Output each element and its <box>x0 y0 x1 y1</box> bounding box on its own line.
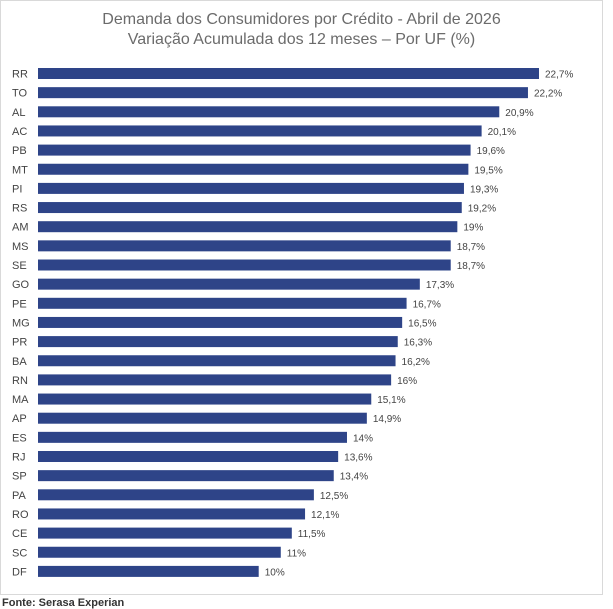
bar-es <box>38 431 347 443</box>
bar-ms <box>38 240 451 252</box>
chart-title-block: Demanda dos Consumidores por Crédito - A… <box>0 10 603 50</box>
bar-am <box>38 221 458 233</box>
bar-go <box>38 278 420 290</box>
data-label-rj: 13,6% <box>344 453 372 464</box>
bar-ce <box>38 527 292 539</box>
data-label-ba: 16,2% <box>402 357 430 368</box>
category-label-ms: MS <box>12 241 29 253</box>
category-label-pa: PA <box>12 490 27 502</box>
category-label-ba: BA <box>12 356 27 368</box>
bar-rn <box>38 374 392 386</box>
bar-mt <box>38 163 469 175</box>
category-label-mt: MT <box>12 164 28 176</box>
bar-rr <box>38 68 539 79</box>
data-label-pr: 16,3% <box>404 338 432 349</box>
category-label-pr: PR <box>12 337 27 349</box>
category-label-ma: MA <box>12 394 29 406</box>
category-label-pb: PB <box>12 145 27 157</box>
chart-subtitle: Variação Acumulada dos 12 meses – Por UF… <box>127 31 476 48</box>
category-label-al: AL <box>12 107 25 119</box>
data-label-sc: 11% <box>287 548 306 559</box>
bar-rj <box>38 451 339 462</box>
chart-title: Demanda dos Consumidores por Crédito - A… <box>102 11 501 28</box>
category-label-sc: SC <box>12 547 27 559</box>
category-label-go: GO <box>12 279 30 291</box>
bar-pe <box>38 297 407 309</box>
bar-pr <box>38 336 398 348</box>
data-label-go: 17,3% <box>426 280 454 291</box>
bar-sc <box>38 546 281 558</box>
category-label-am: AM <box>12 222 29 234</box>
data-label-am: 19% <box>463 223 483 234</box>
data-label-to: 22,2% <box>534 89 562 100</box>
bar-df <box>38 565 259 577</box>
category-label-es: ES <box>12 432 27 444</box>
bar-ma <box>38 393 372 405</box>
bar-pi <box>38 182 464 194</box>
category-label-df: DF <box>12 566 27 578</box>
chart-frame <box>0 0 603 595</box>
bar-to <box>38 87 528 99</box>
data-label-ms: 18,7% <box>457 242 485 253</box>
data-label-ro: 12,1% <box>311 510 339 521</box>
data-label-ce: 11,5% <box>298 529 326 540</box>
data-label-pa: 12,5% <box>320 491 348 502</box>
bar-rs <box>38 202 462 214</box>
data-label-rs: 19,2% <box>468 204 496 215</box>
category-label-se: SE <box>12 260 27 272</box>
bar-ba <box>38 355 396 367</box>
bar-sp <box>38 470 334 482</box>
bar-mg <box>38 316 403 328</box>
category-label-to: TO <box>12 88 28 100</box>
category-label-pe: PE <box>12 298 27 310</box>
category-label-ce: CE <box>12 528 27 540</box>
data-label-es: 14% <box>353 433 373 444</box>
data-label-rr: 22,7% <box>545 70 573 81</box>
data-label-mg: 16,5% <box>408 318 436 329</box>
category-label-ac: AC <box>12 126 27 138</box>
data-label-al: 20,9% <box>505 108 533 119</box>
category-label-ro: RO <box>12 509 29 521</box>
data-label-ap: 14,9% <box>373 414 401 425</box>
data-label-sp: 13,4% <box>340 472 368 483</box>
bar-pa <box>38 489 314 501</box>
category-label-mg: MG <box>12 317 30 329</box>
data-label-pi: 19,3% <box>470 184 498 195</box>
bar-chart: RR 22,7% TO 22,2% AL 20,9% AC 20,1% PB 19,6% MT 19,… <box>12 68 573 578</box>
data-label-rn: 16% <box>397 376 417 387</box>
category-label-pi: PI <box>12 183 22 195</box>
category-label-sp: SP <box>12 471 27 483</box>
source-note: Fonte: Serasa Experian <box>2 597 125 609</box>
data-label-se: 18,7% <box>457 261 485 272</box>
bar-ro <box>38 508 306 520</box>
data-label-pb: 19,6% <box>477 146 505 157</box>
category-label-rr: RR <box>12 69 28 81</box>
data-label-ac: 20,1% <box>488 127 516 138</box>
bar-se <box>38 259 451 271</box>
category-label-ap: AP <box>12 413 27 425</box>
bar-ap <box>38 412 367 424</box>
category-label-rj: RJ <box>12 452 25 464</box>
bar-pb <box>38 144 471 156</box>
category-label-rn: RN <box>12 375 28 387</box>
category-label-rs: RS <box>12 203 27 215</box>
data-label-ma: 15,1% <box>377 395 405 406</box>
bar-ac <box>38 125 482 137</box>
bar-al <box>38 106 500 118</box>
data-label-pe: 16,7% <box>413 299 441 310</box>
data-label-mt: 19,5% <box>474 165 502 176</box>
data-label-df: 10% <box>265 567 285 578</box>
